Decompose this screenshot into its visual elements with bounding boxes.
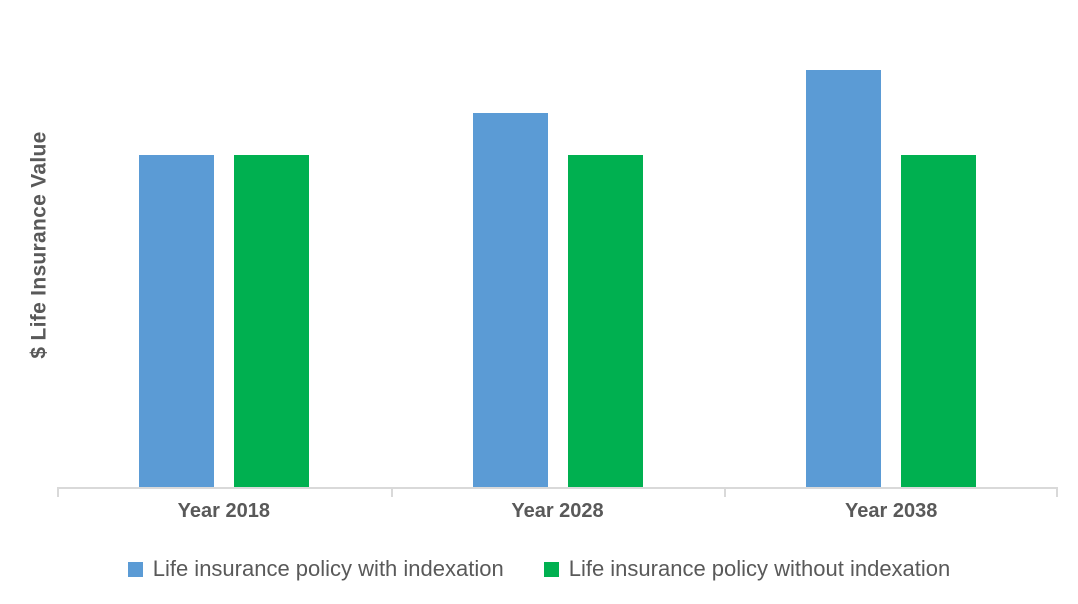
bar-life-insurance-policy-with-indexation-year-2028 <box>472 113 548 488</box>
legend-entry-life-insurance-policy-without-indexation: Life insurance policy without indexation <box>543 556 951 582</box>
legend: Life insurance policy with indexation Lif… <box>0 556 1078 582</box>
x-axis-tick <box>1056 487 1058 497</box>
y-axis-label: $ Life Insurance Value <box>28 131 52 359</box>
x-axis-label-year-2018: Year 2018 <box>177 500 270 522</box>
x-axis-label-year-2028: Year 2028 <box>511 500 604 522</box>
bar-group-year-2038 <box>724 10 1058 488</box>
x-axis-label-year-2038: Year 2038 <box>845 500 938 522</box>
bar-group-year-2018 <box>57 10 391 488</box>
bar-life-insurance-policy-without-indexation-year-2038 <box>901 155 977 488</box>
x-axis-line <box>57 487 1058 497</box>
legend-swatch-icon <box>127 561 143 577</box>
legend-label: Life insurance policy without indexation <box>568 556 951 581</box>
legend-entry-life-insurance-policy-with-indexation: Life insurance policy with indexation <box>127 556 504 582</box>
plot-area <box>57 10 1058 488</box>
bar-life-insurance-policy-without-indexation-year-2028 <box>567 155 643 488</box>
x-axis-tick <box>57 487 59 497</box>
bar-life-insurance-policy-with-indexation-year-2038 <box>806 70 882 488</box>
legend-label: Life insurance policy with indexation <box>152 556 504 581</box>
x-axis-labels: Year 2018 Year 2028 Year 2038 <box>57 500 1058 523</box>
legend-swatch-icon <box>543 561 559 577</box>
bar-life-insurance-policy-with-indexation-year-2018 <box>138 155 214 488</box>
x-axis-tick <box>390 487 393 497</box>
bar-group-year-2028 <box>391 10 725 488</box>
bar-life-insurance-policy-without-indexation-year-2018 <box>233 155 309 488</box>
x-axis-tick <box>724 487 727 497</box>
